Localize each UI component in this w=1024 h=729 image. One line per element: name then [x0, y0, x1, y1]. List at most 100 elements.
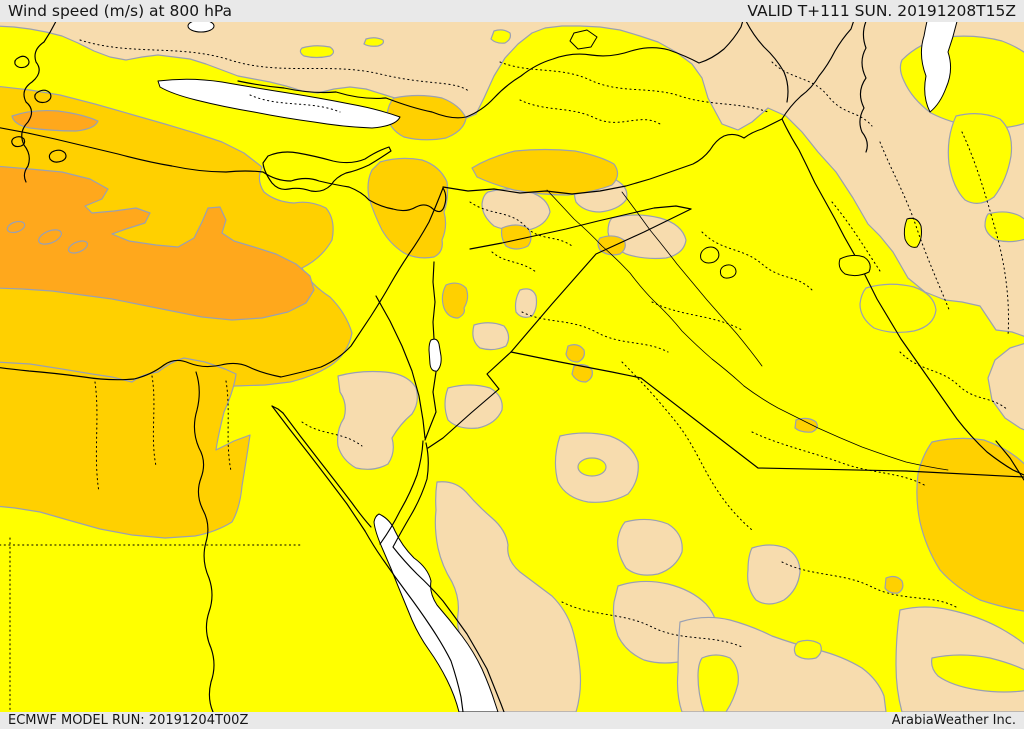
- dotted-line: [561, 601, 743, 648]
- region: [373, 513, 499, 712]
- region: [441, 282, 469, 319]
- dotted-line: [249, 94, 341, 113]
- region: [367, 157, 449, 259]
- shatt-al-arab-river: [743, 385, 949, 471]
- lake-tharthar: [700, 246, 720, 264]
- branding-label: ArabiaWeather Inc.: [891, 712, 1016, 728]
- mediterranean-coast: [0, 127, 447, 213]
- dotted-line: [899, 351, 1009, 411]
- island: [48, 149, 67, 163]
- dotted-line: [701, 231, 813, 291]
- georgia-border: [745, 22, 789, 103]
- dotted-line: [621, 361, 753, 531]
- rivers: [546, 189, 949, 471]
- dotted-line: [79, 39, 471, 93]
- footer-bar: ECMWF MODEL RUN: 20191204T00Z ArabiaWeat…: [0, 712, 1024, 729]
- region: [916, 437, 1024, 612]
- region: [931, 654, 1024, 693]
- egypt-israel-border: [375, 295, 426, 439]
- dotted-line: [94, 381, 100, 493]
- region: [697, 654, 739, 712]
- aegean-coast: [21, 22, 57, 183]
- region: [597, 235, 626, 256]
- dotted-line: [499, 61, 769, 113]
- region: [987, 342, 1024, 431]
- band-white-regions: [157, 22, 958, 712]
- region: [0, 165, 315, 321]
- dotted-line: [491, 251, 537, 273]
- weather-map-canvas: [0, 22, 1024, 712]
- saudi-iraq-border: [510, 351, 1024, 478]
- jordan-river: [432, 261, 436, 340]
- admin-boundaries-dotted: [0, 39, 1009, 712]
- dotted-line: [961, 131, 1009, 337]
- gulf-of-aqaba-west-shore: [379, 440, 424, 545]
- region: [747, 544, 801, 605]
- coastlines-and-borders: [0, 22, 1024, 712]
- island: [14, 55, 30, 69]
- region: [38, 229, 62, 245]
- dotted-line: [521, 311, 669, 353]
- gulf-of-suez-east-shore: [282, 412, 372, 528]
- dotted-line: [225, 380, 232, 472]
- dotted-line: [751, 431, 927, 487]
- armenia-border: [781, 22, 854, 120]
- region: [187, 22, 215, 33]
- suez-tip: [271, 405, 284, 414]
- region: [337, 370, 418, 470]
- dotted-line: [151, 375, 157, 467]
- region: [11, 109, 99, 132]
- map-area: [0, 22, 1024, 712]
- region: [571, 364, 593, 383]
- black-sea-coast: [237, 22, 744, 119]
- lake-van: [838, 254, 871, 277]
- caucasus-border: [859, 22, 868, 153]
- region: [577, 457, 607, 477]
- dotted-line: [879, 141, 951, 313]
- dotted-line: [519, 99, 661, 125]
- dotted-line: [469, 201, 573, 247]
- region: [490, 29, 512, 44]
- region: [157, 78, 401, 129]
- gulf-of-aqaba-east-shore-saudi-coast: [392, 442, 505, 712]
- region: [471, 148, 619, 196]
- region: [363, 37, 385, 47]
- turkey-syria-border: [442, 118, 783, 195]
- gulf-of-suez-west-shore: [271, 405, 366, 532]
- band-orange-regions: [0, 109, 315, 321]
- region: [793, 639, 822, 660]
- cyprus-island: [262, 146, 392, 192]
- region: [920, 22, 958, 113]
- region: [500, 224, 532, 250]
- iran-iraq-border: [781, 118, 1024, 476]
- dotted-line: [831, 201, 881, 272]
- lake-habbaniyah: [719, 264, 737, 279]
- region: [859, 283, 937, 334]
- jordan-iraq-border: [510, 208, 692, 353]
- region: [607, 214, 687, 260]
- region: [0, 357, 251, 539]
- lake-urmia: [903, 217, 922, 248]
- band-tan-regions: [0, 22, 1024, 712]
- region: [299, 45, 335, 59]
- dotted-line: [651, 301, 743, 331]
- levant-egypt-coast: [0, 187, 444, 381]
- euphrates-river: [546, 189, 745, 387]
- island: [34, 89, 52, 104]
- nile-river: [193, 371, 215, 712]
- region: [565, 344, 585, 363]
- tigris-river: [621, 191, 763, 367]
- region: [514, 288, 538, 318]
- region: [617, 518, 683, 576]
- kuwait-border: [995, 440, 1024, 481]
- valid-time-label: VALID T+111 SUN. 20191208T15Z: [747, 2, 1016, 20]
- dotted-line: [781, 561, 957, 608]
- model-run-label: ECMWF MODEL RUN: 20191204T00Z: [8, 712, 249, 728]
- region: [794, 417, 818, 433]
- region: [428, 338, 442, 372]
- syria-iraq-border: [469, 205, 692, 250]
- region: [984, 211, 1024, 243]
- region: [0, 22, 1024, 337]
- region: [6, 220, 26, 234]
